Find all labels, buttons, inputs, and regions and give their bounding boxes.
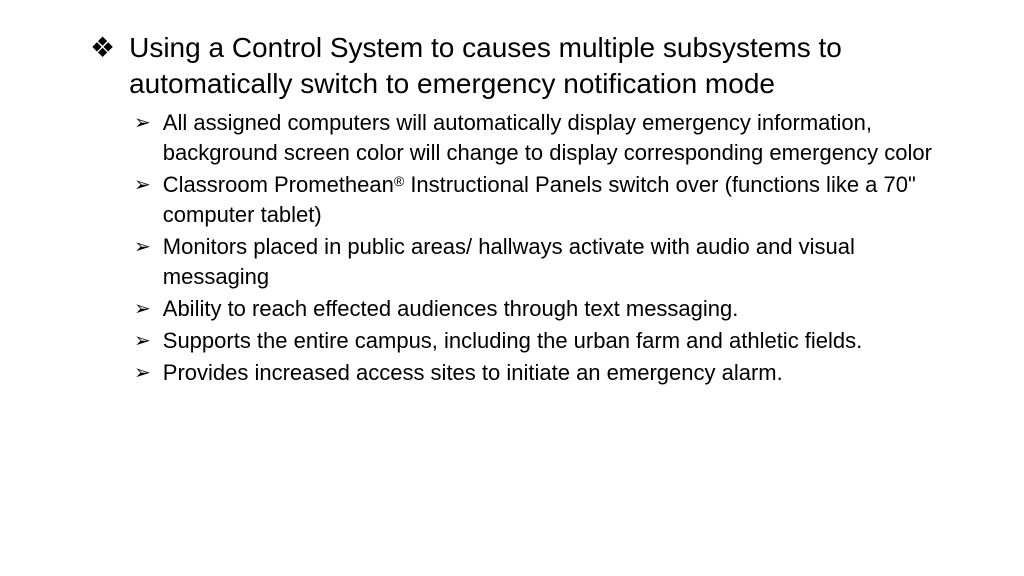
arrow-bullet-icon: ➢	[134, 170, 151, 200]
sub-list-item: ➢ Ability to reach effected audiences th…	[134, 294, 964, 324]
arrow-bullet-icon: ➢	[134, 294, 151, 324]
arrow-bullet-icon: ➢	[134, 358, 151, 388]
sub-list-item: ➢ Monitors placed in public areas/ hallw…	[134, 232, 964, 292]
sub-text: Ability to reach effected audiences thro…	[163, 294, 739, 324]
sub-list-item: ➢ Provides increased access sites to ini…	[134, 358, 964, 388]
arrow-bullet-icon: ➢	[134, 232, 151, 262]
sub-list: ➢ All assigned computers will automatica…	[134, 108, 964, 388]
main-list-item: ❖ Using a Control System to causes multi…	[90, 30, 964, 102]
sub-list-item: ➢ Supports the entire campus, including …	[134, 326, 964, 356]
diamond-bullet-icon: ❖	[90, 30, 115, 66]
sub-list-item: ➢ All assigned computers will automatica…	[134, 108, 964, 168]
sub-text: Monitors placed in public areas/ hallway…	[163, 232, 964, 292]
registered-icon: ®	[394, 173, 404, 189]
sub-text: Classroom Promethean® Instructional Pane…	[163, 170, 964, 230]
sub-text-pre: Classroom Promethean	[163, 172, 394, 197]
sub-list-item: ➢ Classroom Promethean® Instructional Pa…	[134, 170, 964, 230]
arrow-bullet-icon: ➢	[134, 108, 151, 138]
sub-text: Supports the entire campus, including th…	[163, 326, 863, 356]
sub-text: All assigned computers will automaticall…	[163, 108, 964, 168]
arrow-bullet-icon: ➢	[134, 326, 151, 356]
sub-text: Provides increased access sites to initi…	[163, 358, 783, 388]
main-text: Using a Control System to causes multipl…	[129, 30, 964, 102]
slide: ❖ Using a Control System to causes multi…	[0, 0, 1024, 576]
